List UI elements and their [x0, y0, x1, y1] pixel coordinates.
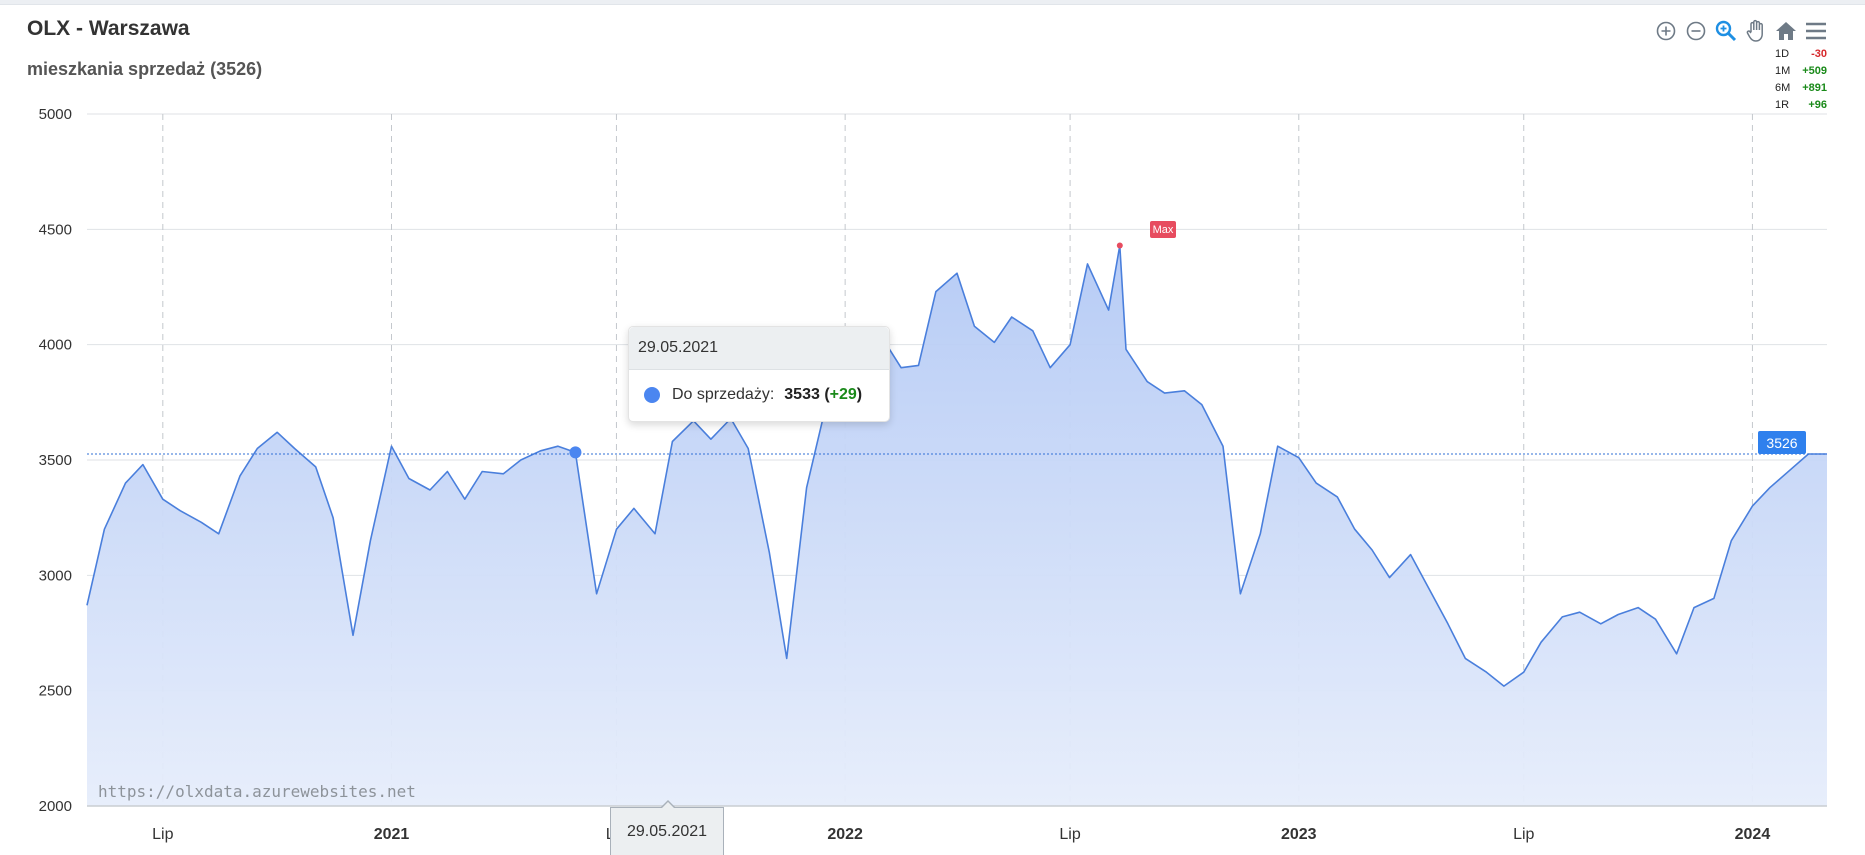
axes: 2000 2500 3000 3500 4000 4500 5000 Lip 2021 Lip 20…: [39, 106, 1827, 843]
chart-toolbar: [1651, 18, 1831, 44]
y-tick-label: 3500: [39, 452, 72, 469]
tooltip-value: 3533 (+29): [784, 386, 862, 404]
stat-period: 1M: [1775, 65, 1791, 77]
stat-row-1m: 1M +509: [1775, 63, 1827, 80]
y-tick-label: 2500: [39, 683, 72, 700]
series-marker-icon: [644, 387, 660, 403]
zoom-in-icon[interactable]: [1651, 18, 1681, 44]
x-tick-label: 2024: [1735, 826, 1771, 843]
change-stats: 1D -30 1M +509 6M +891 1R +96: [1775, 46, 1827, 114]
stat-change: -30: [1811, 48, 1827, 60]
stat-row-1d: 1D -30: [1775, 46, 1827, 63]
chart-title: OLX - Warszawa: [27, 17, 190, 40]
home-reset-icon[interactable]: [1771, 18, 1801, 44]
stat-row-6m: 6M +891: [1775, 80, 1827, 97]
pan-hand-icon[interactable]: [1741, 18, 1771, 44]
max-badge: Max: [1150, 221, 1176, 238]
tooltip-delta-close: ): [856, 386, 863, 403]
series-fill: [87, 245, 1827, 806]
tooltip-value-number: 3533: [784, 386, 820, 403]
stat-period: 1R: [1775, 99, 1790, 111]
tooltip-series-label: Do sprzedaży:: [672, 386, 775, 403]
zoom-out-icon[interactable]: [1681, 18, 1711, 44]
last-value-badge: 3526: [1758, 431, 1806, 454]
x-tick-label: 2021: [374, 826, 410, 843]
stat-change: +891: [1802, 82, 1827, 94]
tooltip-delta: +29: [829, 386, 857, 403]
hover-point: [569, 446, 582, 459]
y-tick-label: 2000: [39, 798, 72, 815]
stat-period: 1D: [1775, 48, 1790, 60]
crosshair-x-label: 29.05.2021: [610, 800, 724, 855]
x-tick-label: Lip: [1059, 826, 1080, 843]
max-point: [1116, 242, 1123, 249]
y-tick-label: 5000: [39, 106, 72, 123]
chart-subtitle: mieszkania sprzedaż (3526): [27, 59, 263, 79]
watermark-link[interactable]: https://olxdata.azurewebsites.net: [98, 782, 416, 801]
top-border: [0, 0, 1865, 5]
stat-row-1r: 1R +96: [1775, 97, 1827, 114]
series-area: [86, 244, 1827, 806]
stat-change: +96: [1808, 99, 1827, 111]
series-line: [86, 244, 1827, 687]
tooltip-body: Do sprzedaży: 3533 (+29): [629, 370, 889, 420]
x-tick-label: Lip: [1513, 826, 1534, 843]
x-tick-label: 2022: [827, 826, 863, 843]
chart-overlays: [87, 242, 1827, 459]
x-tick-label: 2023: [1281, 826, 1317, 843]
tooltip: 29.05.2021 Do sprzedaży: 3533 (+29): [628, 326, 890, 422]
x-tick-label: Lip: [152, 826, 173, 843]
stat-change: +509: [1802, 65, 1827, 77]
stat-period: 6M: [1775, 82, 1791, 94]
tooltip-delta-open: (: [824, 386, 830, 403]
y-tick-label: 4500: [39, 221, 72, 238]
menu-icon[interactable]: [1801, 18, 1831, 44]
y-tick-label: 4000: [39, 337, 72, 354]
tooltip-date: 29.05.2021: [629, 327, 889, 370]
y-tick-label: 3000: [39, 567, 72, 584]
zoom-select-icon[interactable]: [1711, 18, 1741, 44]
